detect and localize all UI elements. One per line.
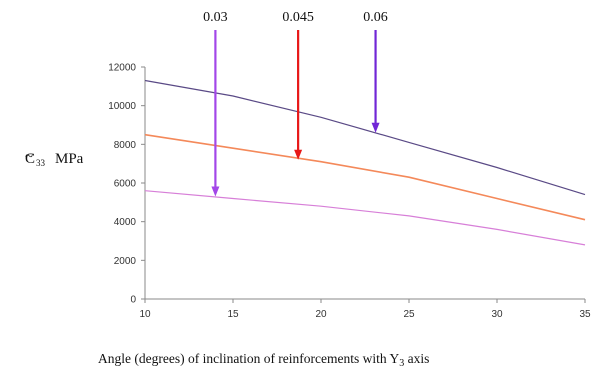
y-tick-label: 0 [130, 295, 136, 306]
annotation-label: 0.03 [203, 10, 228, 25]
annotation-label: 0.045 [282, 10, 314, 25]
y-axis-label-subscript: 33 [36, 158, 46, 168]
series-line-2 [144, 133, 586, 221]
y-axis-label-tilde: ~ [25, 149, 33, 165]
y-ticks: 0 2000 4000 6000 8000 10000 12000 [108, 63, 145, 306]
x-tick-label: 20 [315, 309, 327, 320]
y-tick-label: 6000 [114, 179, 137, 190]
y-tick-label: 4000 [114, 217, 137, 228]
x-tick-label: 10 [139, 309, 151, 320]
y-tick-label: 8000 [114, 140, 137, 151]
annotation-arrow-head [211, 186, 220, 197]
axes [144, 67, 585, 300]
series-line-1 [144, 79, 586, 196]
annotation-2: 0.045 [282, 10, 314, 160]
y-tick-label: 12000 [108, 63, 136, 74]
annotation-label: 0.06 [363, 10, 388, 25]
y-axis-label-symbol: C [25, 151, 35, 167]
x-axis-label-suffix: axis [404, 351, 429, 366]
x-ticks: 10 15 20 25 30 35 [139, 299, 591, 320]
x-tick-label: 15 [227, 309, 239, 320]
annotations: 0.03 0.045 0.06 [203, 10, 388, 197]
x-tick-label: 25 [403, 309, 415, 320]
series-line-3 [144, 190, 586, 246]
annotation-arrow-head [294, 149, 303, 160]
series-lines [144, 79, 586, 246]
annotation-1: 0.03 [203, 10, 228, 197]
annotation-arrow-head [371, 122, 380, 133]
x-tick-label: 35 [579, 309, 591, 320]
y-axis-label-unit: MPa [55, 151, 84, 167]
x-axis-label-prefix: Angle (degrees) of inclination of reinfo… [98, 351, 400, 366]
y-tick-label: 2000 [114, 256, 137, 267]
y-axis-label: ~ C 33 MPa [25, 149, 84, 168]
x-axis-label: Angle (degrees) of inclination of reinfo… [98, 351, 429, 369]
y-tick-label: 10000 [108, 101, 136, 112]
x-axis-label-subscript: 3 [399, 358, 404, 369]
x-tick-label: 30 [491, 309, 503, 320]
annotation-3: 0.06 [363, 10, 388, 133]
